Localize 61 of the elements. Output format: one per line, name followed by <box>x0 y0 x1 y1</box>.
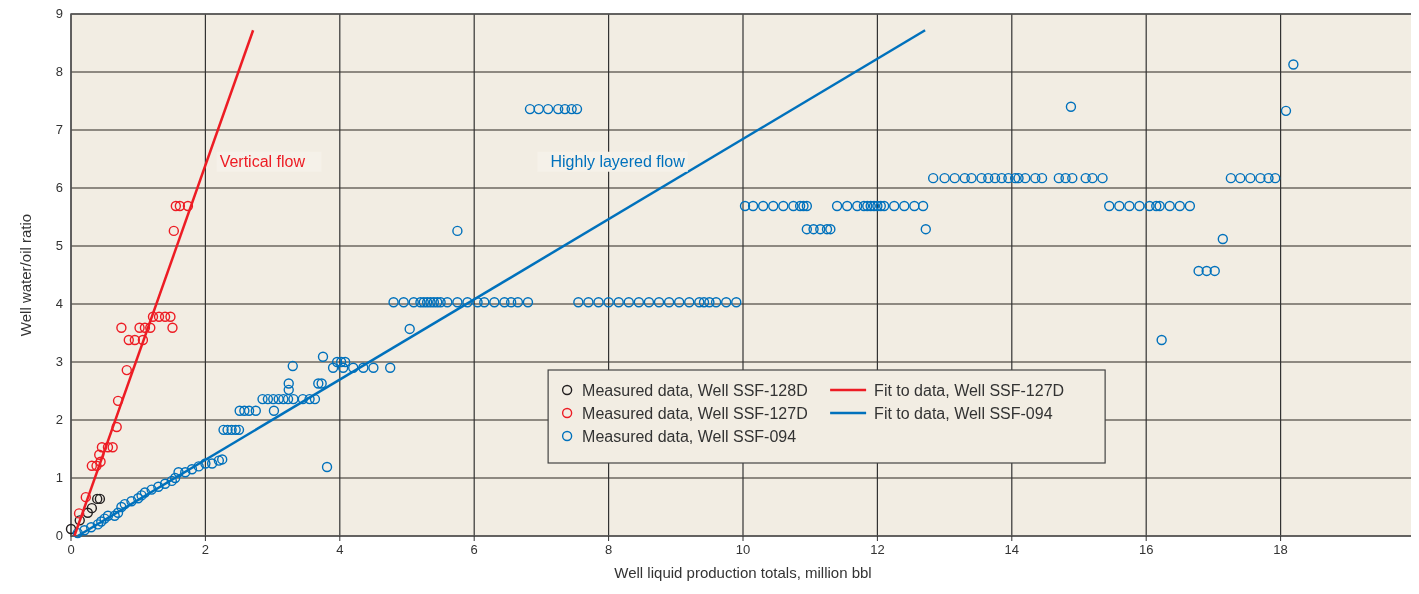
legend-label: Measured data, Well SSF-128D <box>582 382 808 399</box>
annotation: Highly layered flow <box>550 152 686 170</box>
point <box>174 200 186 212</box>
point <box>86 502 98 514</box>
point <box>121 364 132 376</box>
point <box>86 460 98 472</box>
point <box>95 456 106 467</box>
point <box>165 311 176 322</box>
point <box>129 334 141 346</box>
x-tick-label: 8 <box>604 542 613 557</box>
point <box>123 334 134 346</box>
point <box>147 311 159 322</box>
point <box>82 507 93 518</box>
x-tick-label: 18 <box>1273 542 1288 557</box>
point <box>74 515 85 526</box>
point <box>94 449 105 460</box>
point <box>65 523 77 535</box>
y-tick-label: 1 <box>55 470 63 485</box>
point <box>167 322 178 333</box>
y-tick-label: 8 <box>55 64 63 79</box>
point <box>137 334 149 346</box>
x-tick-label: 16 <box>1138 542 1154 557</box>
point <box>159 311 171 322</box>
y-tick-label: 4 <box>55 296 63 311</box>
y-tick-label: 2 <box>55 412 63 427</box>
point <box>168 225 180 237</box>
legend-label: Measured data, Well SSF-127D <box>582 405 808 422</box>
y-axis-title: Well water/oil ratio <box>17 213 34 337</box>
x-tick-label: 0 <box>67 542 75 557</box>
y-tick-label: 7 <box>55 122 63 137</box>
point <box>96 442 108 453</box>
y-tick-label: 0 <box>55 528 63 543</box>
point <box>112 395 124 407</box>
point <box>80 491 91 503</box>
x-tick-label: 14 <box>1004 542 1020 557</box>
x-tick-label: 10 <box>735 542 751 557</box>
point <box>170 200 182 212</box>
x-axis-title: Well liquid production totals, million bbl <box>614 564 872 581</box>
point <box>111 421 122 433</box>
point <box>107 442 118 453</box>
legend-label: Fit to data, Well SSF-094 <box>874 405 1053 422</box>
legend-label: Fit to data, Well SSF-127D <box>874 382 1065 399</box>
y-tick-label: 5 <box>55 238 63 253</box>
legend-label: Measured data, Well SSF-094 <box>582 428 797 445</box>
y-tick-label: 3 <box>55 354 63 369</box>
x-tick-label: 12 <box>870 542 885 557</box>
x-tick-label: 2 <box>201 542 210 557</box>
annotation: Vertical flow <box>219 152 306 170</box>
y-tick-label: 9 <box>55 6 63 21</box>
point <box>182 200 194 212</box>
point <box>116 322 127 333</box>
point <box>134 322 145 333</box>
y-tick-label: 6 <box>55 180 63 195</box>
x-tick-label: 6 <box>470 542 478 557</box>
x-tick-label: 4 <box>336 542 344 557</box>
point <box>153 311 165 322</box>
point <box>73 508 85 519</box>
point <box>102 442 114 453</box>
point <box>145 322 156 333</box>
point <box>139 322 151 333</box>
point <box>91 460 102 472</box>
